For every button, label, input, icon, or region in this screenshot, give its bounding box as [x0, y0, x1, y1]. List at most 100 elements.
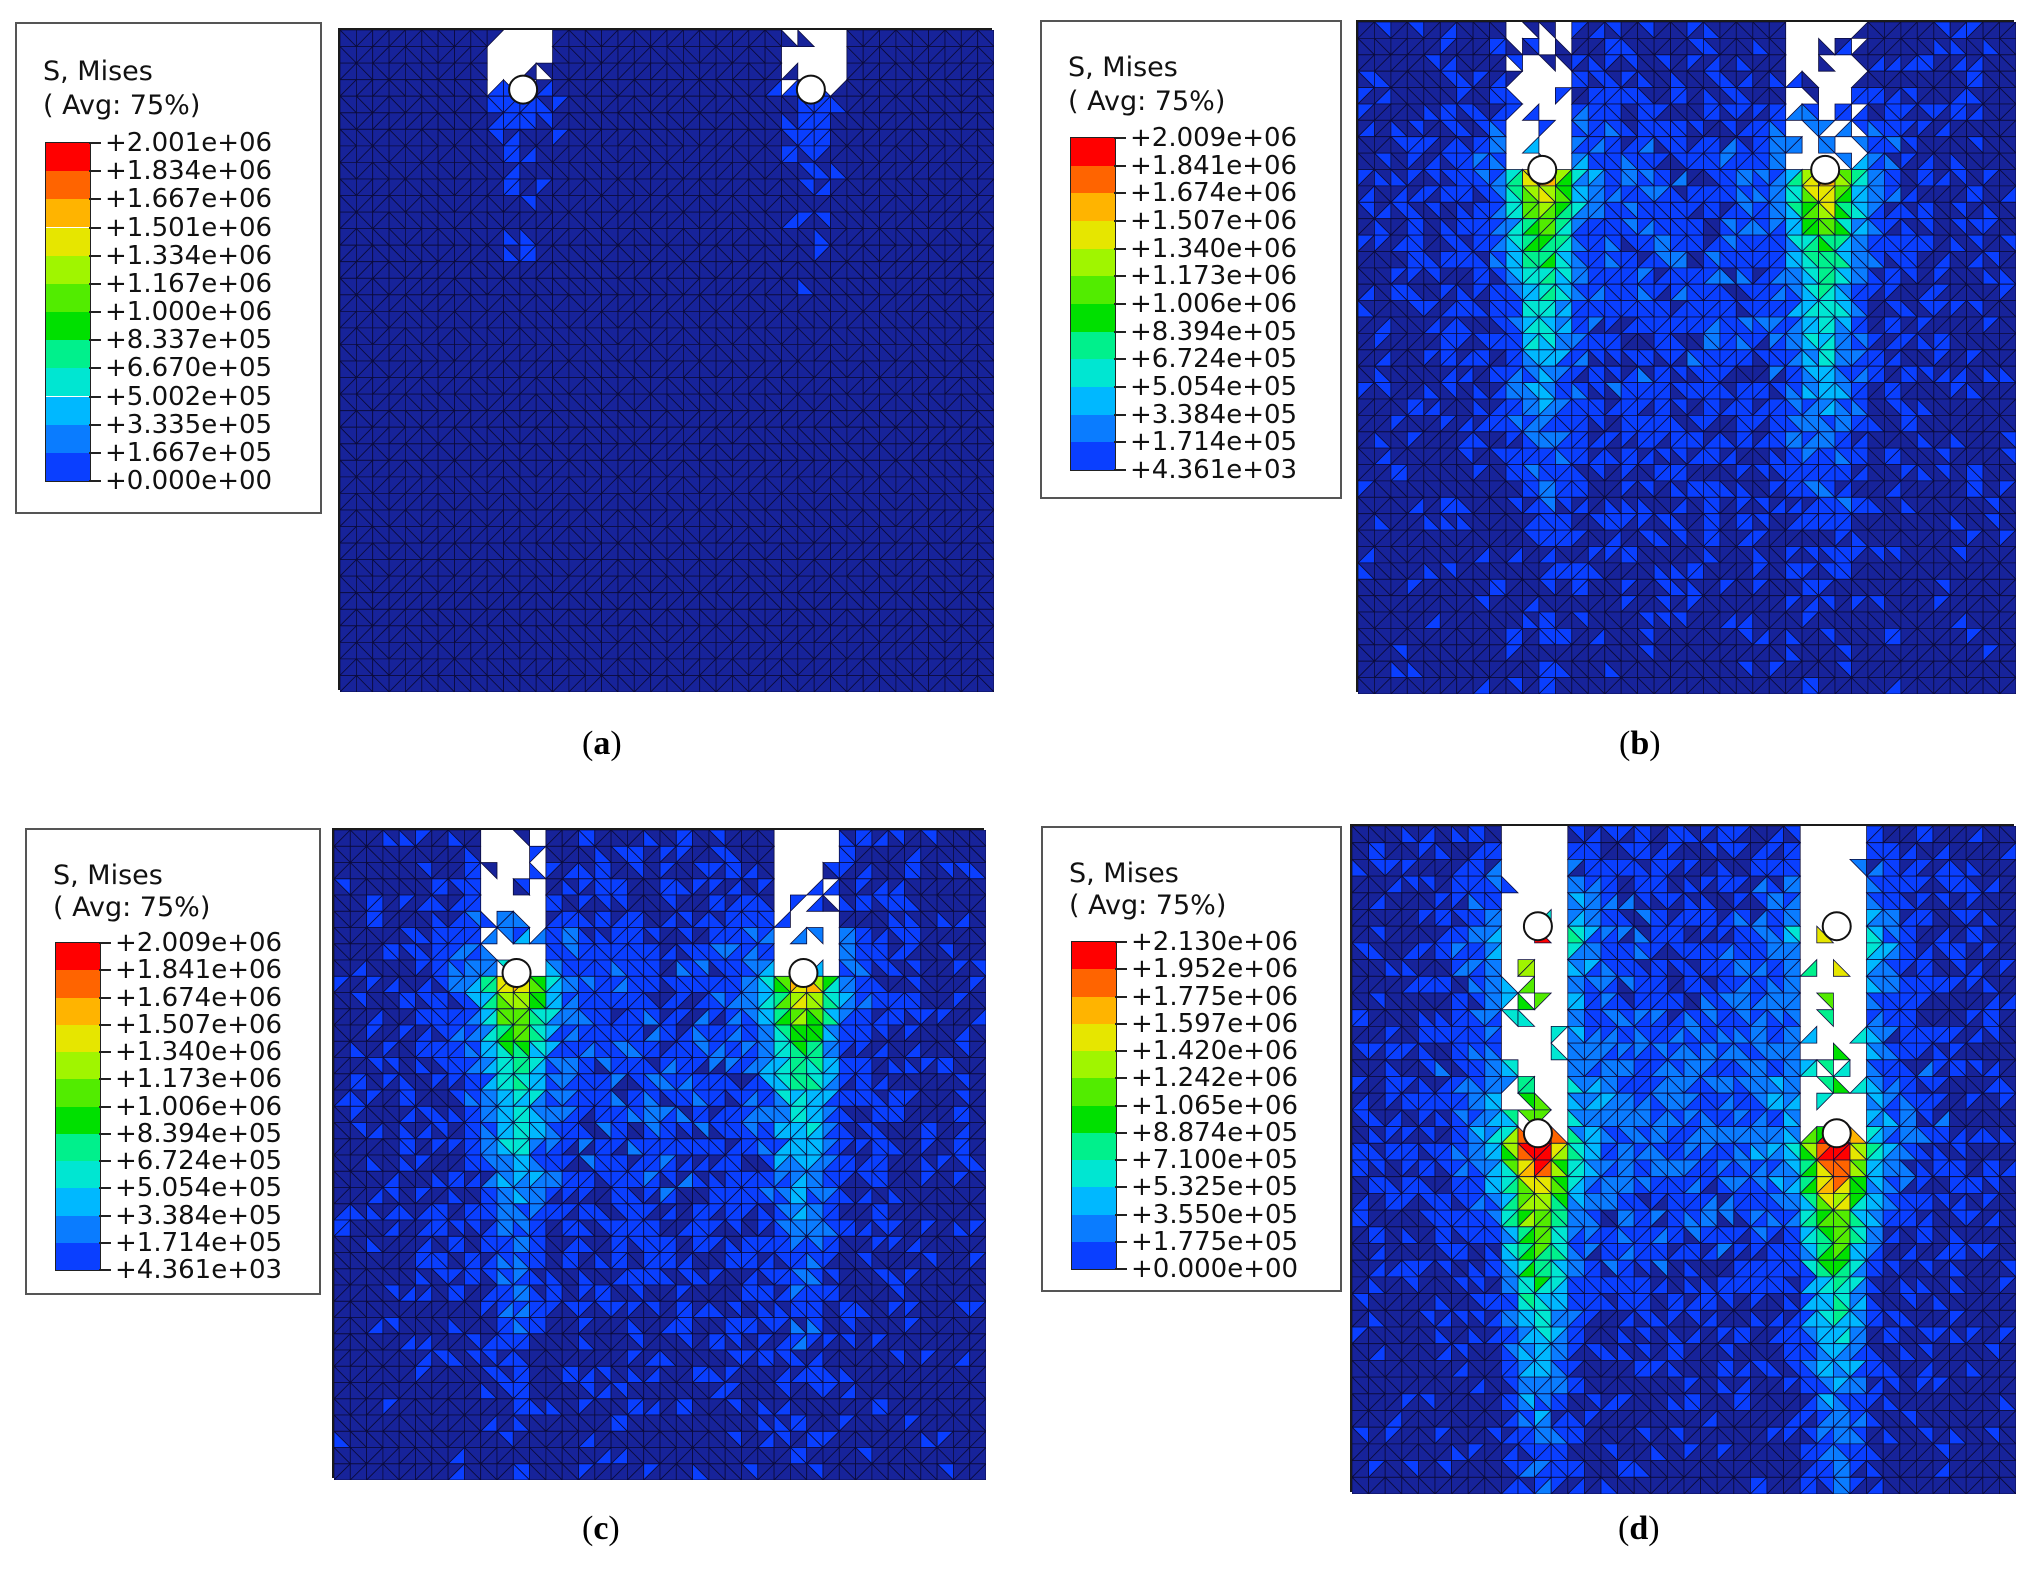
mesh-element: [454, 674, 472, 692]
scale-segment: [46, 368, 90, 397]
color-scale-bar: [1070, 137, 1116, 471]
scale-tick: [89, 311, 101, 313]
mesh-element: [1801, 70, 1820, 88]
mesh-element: [781, 674, 799, 692]
mesh-element: [1554, 87, 1573, 105]
mesh-element: [780, 78, 799, 97]
scale-tick: [1114, 275, 1126, 278]
scale-segment: [1071, 138, 1115, 166]
legend-subtitle: ( Avg: 75%): [1068, 86, 1226, 117]
mesh-element: [1537, 54, 1556, 73]
scale-value: +1.714e+05: [1130, 427, 1298, 458]
scale-segment: [1071, 193, 1115, 221]
scale-value: +1.173e+06: [1130, 261, 1298, 292]
mesh-element: [666, 674, 684, 692]
mesh-element: [1850, 152, 1869, 170]
scale-value: +1.006e+06: [1130, 289, 1298, 319]
scale-segment: [1071, 331, 1115, 360]
legend-a: S, Mises ( Avg: 75%) +2.001e+06 +1.834e+0…: [15, 22, 322, 514]
scale-tick: [1114, 358, 1126, 361]
scale-value: +1.167e+06: [105, 268, 273, 299]
mesh-element: [1522, 37, 1540, 56]
scale-value: +6.724e+05: [1130, 344, 1298, 375]
mesh-element: [1850, 119, 1869, 138]
mesh-element: [731, 674, 750, 692]
mesh-element: [1554, 37, 1573, 56]
scale-value: +5.054e+05: [1130, 372, 1298, 402]
scale-segment: [46, 171, 90, 200]
mesh-element: [781, 30, 799, 48]
mesh-element: [486, 30, 505, 48]
scale-value: +4.361e+03: [1130, 455, 1298, 485]
scale-value: +3.335e+05: [105, 409, 273, 440]
mesh-element: [1834, 119, 1852, 138]
scale-value: +1.667e+06: [105, 184, 273, 215]
mesh-a: [338, 28, 994, 692]
mesh-element: [1538, 119, 1557, 138]
scale-tick: [1114, 386, 1126, 388]
scale-tick: [1114, 247, 1126, 250]
mesh-element: [1784, 135, 1803, 154]
mesh-element: [372, 674, 390, 692]
scale-segment: [46, 227, 90, 256]
mesh-element: [1834, 37, 1852, 56]
panel-b: S, Mises ( Avg: 75%) +2.009e+06 +1.841e+0…: [1021, 0, 2043, 788]
mesh-element: [1818, 37, 1836, 56]
scale-tick: [1114, 164, 1126, 167]
scale-tick: [89, 339, 101, 342]
scale-value: +1.340e+06: [1130, 233, 1298, 264]
scale-value: +5.002e+05: [105, 381, 273, 412]
mesh-element: [1850, 37, 1869, 56]
mesh-element: [879, 674, 897, 692]
mesh-element: [1801, 119, 1820, 138]
scale-tick: [89, 395, 101, 398]
scale-segment: [46, 255, 90, 284]
scale-tick: [1114, 330, 1126, 333]
mesh-element: [1521, 135, 1540, 154]
scale-segment: [46, 312, 90, 341]
scale-value: +6.670e+05: [105, 353, 273, 384]
scale-segment: [1071, 387, 1115, 415]
scale-tick: [1114, 220, 1126, 222]
mesh-element: [519, 674, 537, 692]
mesh-element: [1850, 103, 1869, 121]
mesh-element: [1505, 37, 1524, 56]
scale-tick: [89, 451, 101, 454]
mesh-element: [1505, 70, 1524, 89]
stress-mesh: [340, 30, 994, 692]
mesh-element: [503, 674, 521, 692]
mesh-element: [601, 674, 619, 692]
mesh-element: [486, 78, 504, 97]
scale-tick: [89, 282, 101, 285]
mesh-element: [1784, 103, 1803, 121]
scale-tick: [1114, 469, 1126, 471]
scale-tick: [1114, 192, 1126, 195]
mesh-element: [780, 62, 799, 81]
borehole: [508, 74, 539, 105]
mesh-element: [699, 674, 717, 692]
legend-subtitle: ( Avg: 75%): [43, 90, 201, 121]
scale-value: +1.507e+06: [1130, 206, 1298, 236]
mesh-element: [1850, 70, 1869, 88]
mesh-element: [1521, 22, 1540, 40]
scale-tick: [89, 226, 101, 229]
mesh-element: [944, 674, 962, 692]
scale-value: +1.334e+06: [105, 240, 273, 271]
mesh-element: [1505, 54, 1523, 73]
mesh-element: [1850, 54, 1869, 73]
scale-value: +8.394e+05: [1130, 316, 1298, 347]
stress-mesh: [1358, 22, 2016, 694]
scale-value: +1.501e+06: [105, 212, 273, 243]
mesh-element: [1505, 103, 1524, 122]
scale-tick: [89, 254, 101, 257]
panel-a: S, Mises ( Avg: 75%) +2.001e+06 +1.834e+0…: [0, 0, 1021, 788]
mesh-element: [1834, 152, 1852, 171]
mesh-element: [1784, 70, 1803, 88]
color-scale-bar: [45, 142, 91, 482]
scale-value: +1.674e+06: [1130, 178, 1298, 209]
scale-tick: [89, 367, 101, 370]
scale-value: +2.001e+06: [105, 128, 273, 158]
legend-title: S, Mises: [43, 56, 153, 87]
legend-title: S, Mises: [1068, 52, 1178, 83]
scale-tick: [1114, 413, 1126, 416]
